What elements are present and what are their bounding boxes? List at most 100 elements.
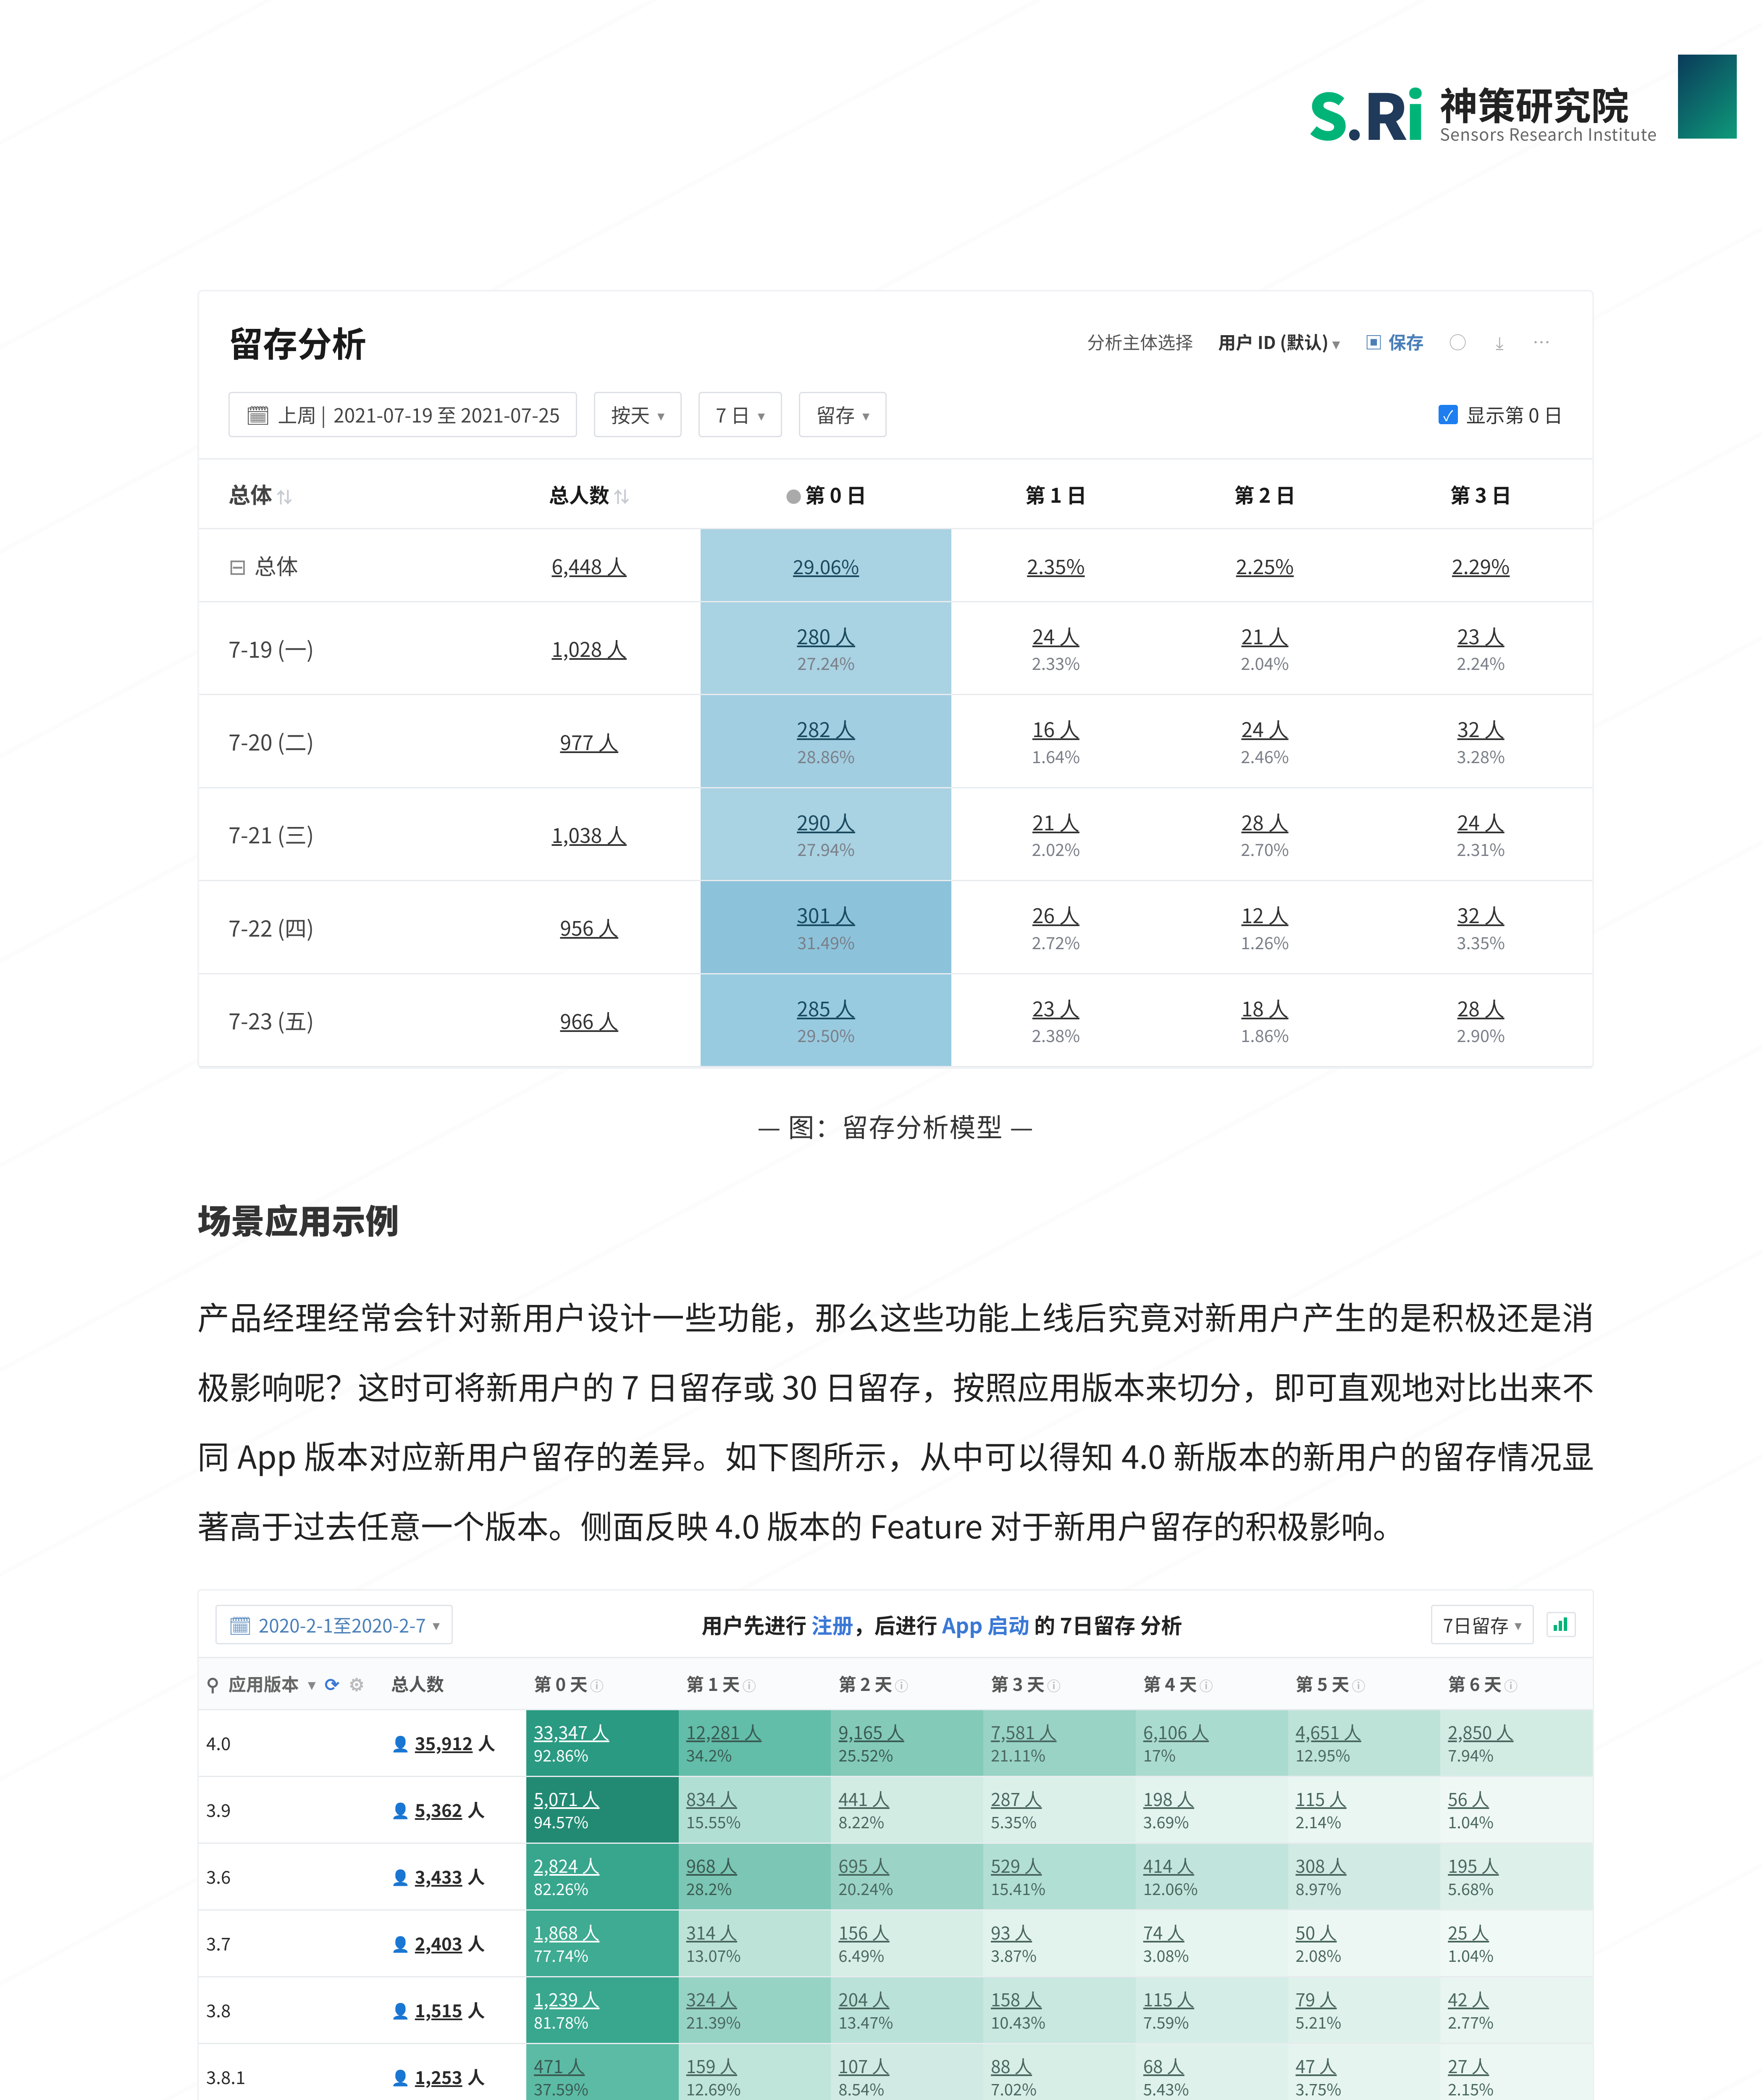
col-version[interactable]: ⚲ 应用版本 ▾ ⟳ ⚙ xyxy=(199,1658,383,1710)
date-range-chip[interactable]: 🗓 上周 | 2021-07-19 至 2021-07-25 xyxy=(228,392,577,437)
retention-cell[interactable]: 47 人3.75% xyxy=(1288,2043,1441,2100)
day-cell[interactable]: 24 人2.46% xyxy=(1161,695,1370,788)
retention-cell[interactable]: 471 人37.59% xyxy=(526,2043,679,2100)
retention-cell[interactable]: 74 人3.08% xyxy=(1136,1910,1288,1977)
retention-cell[interactable]: 156 人6.49% xyxy=(831,1910,983,1977)
day-cell[interactable]: 12 人1.26% xyxy=(1161,881,1370,974)
row-count[interactable]: 6,448 人 xyxy=(478,529,701,602)
retention-cell[interactable]: 2,850 人7.94% xyxy=(1440,1709,1593,1776)
day0-cell[interactable]: 301 人31.49% xyxy=(701,881,951,974)
day-cell[interactable]: 2.29% xyxy=(1369,529,1592,602)
day0-cell[interactable]: 290 人27.94% xyxy=(701,788,951,880)
vr-metric-select[interactable]: 7日留存▾ xyxy=(1431,1605,1534,1644)
retention-cell[interactable]: 968 人28.2% xyxy=(679,1843,831,1910)
retention-cell[interactable]: 56 人1.04% xyxy=(1440,1776,1593,1843)
day0-cell[interactable]: 285 人29.50% xyxy=(701,974,951,1066)
retention-cell[interactable]: 2,824 人82.26% xyxy=(526,1843,679,1910)
metric-chip[interactable]: 留存 ▾ xyxy=(799,392,887,437)
day-cell[interactable]: 23 人2.38% xyxy=(951,974,1161,1066)
row-count[interactable]: 1,028 人 xyxy=(478,602,701,695)
row-count[interactable]: 966 人 xyxy=(478,974,701,1066)
retention-cell[interactable]: 4,651 人12.95% xyxy=(1288,1709,1441,1776)
retention-cell[interactable]: 27 人2.15% xyxy=(1440,2043,1593,2100)
col-total[interactable]: 总人数 xyxy=(383,1658,526,1710)
day-cell[interactable]: 26 人2.72% xyxy=(951,881,1161,974)
col-day0[interactable]: ●第 0 日 xyxy=(701,459,951,529)
day-cell[interactable]: 23 人2.24% xyxy=(1369,602,1592,695)
retention-cell[interactable]: 308 人8.97% xyxy=(1288,1843,1441,1910)
total-cell[interactable]: 👤 1,515 人 xyxy=(383,1977,526,2043)
save-button[interactable]: ▣ 保存 xyxy=(1365,329,1424,354)
row-count[interactable]: 977 人 xyxy=(478,695,701,788)
chart-view-button[interactable] xyxy=(1547,1612,1576,1637)
retention-cell[interactable]: 695 人20.24% xyxy=(831,1843,983,1910)
refresh-icon[interactable]: ⟳ xyxy=(325,1671,339,1696)
retention-cell[interactable]: 195 人5.68% xyxy=(1440,1843,1593,1910)
col-day1[interactable]: 第 1 日 xyxy=(951,459,1161,529)
retention-cell[interactable]: 6,106 人17% xyxy=(1136,1709,1288,1776)
col-d4[interactable]: 第 4 天ⓘ xyxy=(1136,1658,1288,1710)
retention-cell[interactable]: 107 人8.54% xyxy=(831,2043,983,2100)
day-cell[interactable]: 16 人1.64% xyxy=(951,695,1161,788)
col-d2[interactable]: 第 2 天ⓘ xyxy=(831,1658,983,1710)
retention-cell[interactable]: 287 人5.35% xyxy=(983,1776,1136,1843)
col-day3[interactable]: 第 3 日 xyxy=(1369,459,1592,529)
total-cell[interactable]: 👤 35,912 人 xyxy=(383,1709,526,1776)
retention-cell[interactable]: 9,165 人25.52% xyxy=(831,1709,983,1776)
retention-cell[interactable]: 834 人15.55% xyxy=(679,1776,831,1843)
total-cell[interactable]: 👤 5,362 人 xyxy=(383,1776,526,1843)
vr-date-chip[interactable]: 🗓 2020-2-1至2020-2-7 ▾ xyxy=(215,1605,453,1644)
retention-cell[interactable]: 12,281 人34.2% xyxy=(679,1709,831,1776)
granularity-chip[interactable]: 按天 ▾ xyxy=(594,392,682,437)
retention-cell[interactable]: 529 人15.41% xyxy=(983,1843,1136,1910)
analysis-subject-select[interactable]: 用户 ID (默认) ▾ xyxy=(1218,329,1339,354)
retention-cell[interactable]: 198 人3.69% xyxy=(1136,1776,1288,1843)
day0-cell[interactable]: 280 人27.24% xyxy=(701,602,951,695)
day-cell[interactable]: 24 人2.33% xyxy=(951,602,1161,695)
col-d3[interactable]: 第 3 天ⓘ xyxy=(983,1658,1136,1710)
retention-cell[interactable]: 1,239 人81.78% xyxy=(526,1977,679,2043)
retention-cell[interactable]: 79 人5.21% xyxy=(1288,1977,1441,2043)
retention-cell[interactable]: 88 人7.02% xyxy=(983,2043,1136,2100)
total-cell[interactable]: 👤 3,433 人 xyxy=(383,1843,526,1910)
retention-cell[interactable]: 204 人13.47% xyxy=(831,1977,983,2043)
total-cell[interactable]: 👤 2,403 人 xyxy=(383,1910,526,1977)
retention-cell[interactable]: 115 人7.59% xyxy=(1136,1977,1288,2043)
day-cell[interactable]: 2.25% xyxy=(1161,529,1370,602)
retention-cell[interactable]: 324 人21.39% xyxy=(679,1977,831,2043)
retention-cell[interactable]: 159 人12.69% xyxy=(679,2043,831,2100)
gear-icon[interactable]: ⚙ xyxy=(349,1671,365,1696)
retention-cell[interactable]: 441 人8.22% xyxy=(831,1776,983,1843)
day0-cell[interactable]: 29.06% xyxy=(701,529,951,602)
retention-cell[interactable]: 68 人5.43% xyxy=(1136,2043,1288,2100)
retention-cell[interactable]: 115 人2.14% xyxy=(1288,1776,1441,1843)
col-day2[interactable]: 第 2 日 xyxy=(1161,459,1370,529)
day-cell[interactable]: 2.35% xyxy=(951,529,1161,602)
row-count[interactable]: 956 人 xyxy=(478,881,701,974)
total-cell[interactable]: 👤 1,253 人 xyxy=(383,2043,526,2100)
day0-cell[interactable]: 282 人28.86% xyxy=(701,695,951,788)
col-total[interactable]: 总人数⇅ xyxy=(478,459,701,529)
retention-cell[interactable]: 25 人1.04% xyxy=(1440,1910,1593,1977)
retention-cell[interactable]: 93 人3.87% xyxy=(983,1910,1136,1977)
row-count[interactable]: 1,038 人 xyxy=(478,788,701,880)
day-cell[interactable]: 18 人1.86% xyxy=(1161,974,1370,1066)
span-chip[interactable]: 7 日 ▾ xyxy=(698,392,782,437)
retention-cell[interactable]: 5,071 人94.57% xyxy=(526,1776,679,1843)
col-d0[interactable]: 第 0 天ⓘ xyxy=(526,1658,679,1710)
col-overall[interactable]: 总体⇅ xyxy=(199,459,478,529)
panel-action-icons[interactable]: ○ ⤓ ⋯ xyxy=(1449,329,1563,354)
day-cell[interactable]: 21 人2.04% xyxy=(1161,602,1370,695)
col-d6[interactable]: 第 6 天ⓘ xyxy=(1440,1658,1593,1710)
day-cell[interactable]: 28 人2.70% xyxy=(1161,788,1370,880)
day-cell[interactable]: 21 人2.02% xyxy=(951,788,1161,880)
retention-cell[interactable]: 314 人13.07% xyxy=(679,1910,831,1977)
col-d5[interactable]: 第 5 天ⓘ xyxy=(1288,1658,1441,1710)
retention-cell[interactable]: 33,347 人92.86% xyxy=(526,1709,679,1776)
retention-cell[interactable]: 414 人12.06% xyxy=(1136,1843,1288,1910)
retention-cell[interactable]: 158 人10.43% xyxy=(983,1977,1136,2043)
show-day0-toggle[interactable]: ✓ 显示第 0 日 xyxy=(1439,401,1563,428)
col-d1[interactable]: 第 1 天ⓘ xyxy=(679,1658,831,1710)
day-cell[interactable]: 32 人3.28% xyxy=(1369,695,1592,788)
retention-cell[interactable]: 1,868 人77.74% xyxy=(526,1910,679,1977)
